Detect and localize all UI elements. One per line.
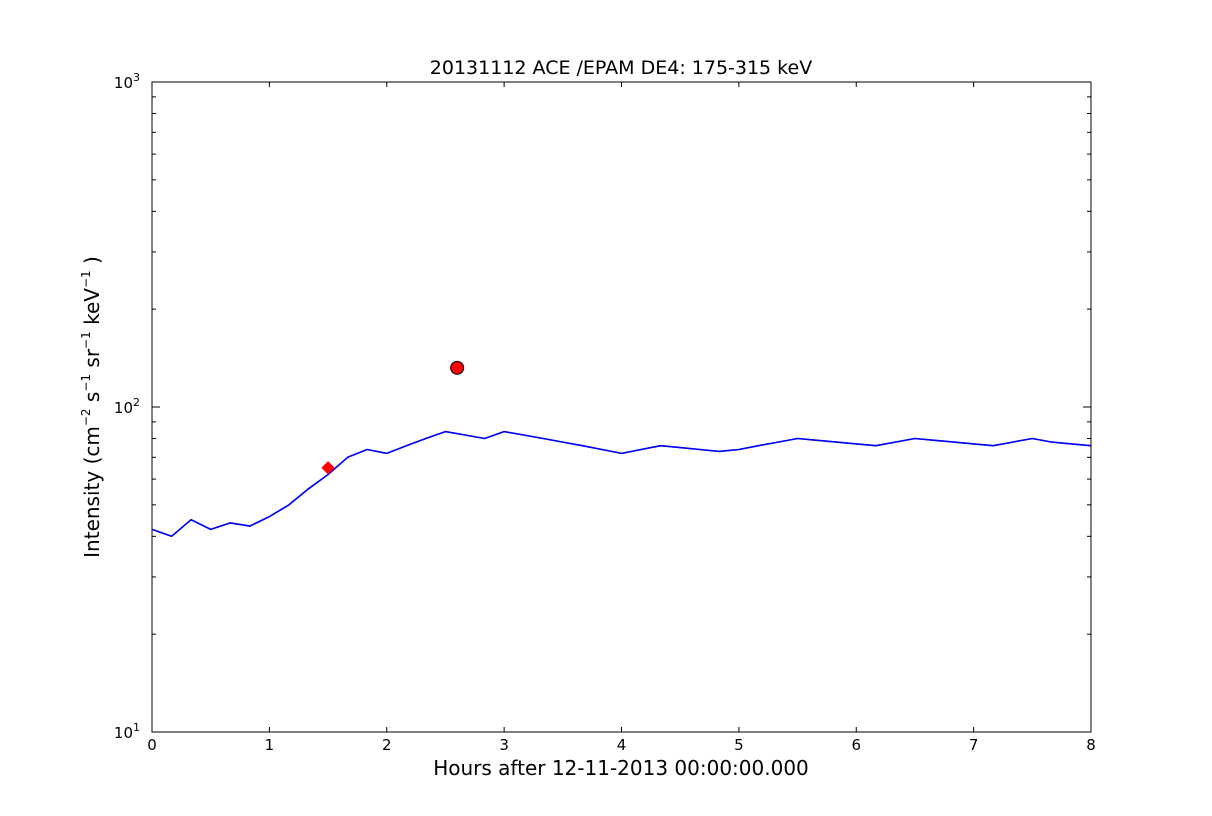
series-line-2 xyxy=(151,430,1092,538)
y-tick-label-exp: 3 xyxy=(133,71,140,84)
event-marker-1 xyxy=(321,461,335,475)
y-tick-label-exp: 1 xyxy=(133,721,140,734)
x-tick-label: 7 xyxy=(969,736,979,754)
x-tick-label: 4 xyxy=(617,736,627,754)
y-tick-label: 102 xyxy=(114,396,140,417)
x-axis-label: Hours after 12-11-2013 00:00:00.000 xyxy=(433,756,809,780)
x-tick-label: 3 xyxy=(499,736,509,754)
y-tick-label-base: 10 xyxy=(114,724,133,742)
y-tick-label: 103 xyxy=(114,71,140,92)
x-tick-label: 2 xyxy=(382,736,392,754)
y-tick-label-base: 10 xyxy=(114,74,133,92)
y-label-prefix: Intensity (cm xyxy=(80,426,104,558)
y-label-kev: keV xyxy=(80,288,104,332)
x-tick-label: 8 xyxy=(1086,736,1096,754)
y-axis-label: Intensity (cm−2 s−1 sr−1 keV−1 ) xyxy=(79,256,104,558)
event-marker-2 xyxy=(450,360,465,375)
y-label-suffix: ) xyxy=(80,256,104,270)
chart-title: 20131112 ACE /EPAM DE4: 175-315 keV xyxy=(430,57,812,79)
y-label-s: s xyxy=(80,392,104,409)
x-tick-label: 0 xyxy=(147,736,157,754)
x-tick-label: 6 xyxy=(851,736,861,754)
y-tick-label-base: 10 xyxy=(114,399,133,417)
y-label-exp3: −1 xyxy=(79,331,93,349)
y-label-sr: sr xyxy=(80,348,104,374)
x-tick-label: 1 xyxy=(265,736,275,754)
marker-layer xyxy=(321,360,465,475)
y-label-exp4: −1 xyxy=(79,270,93,288)
y-label-exp1: −2 xyxy=(79,408,93,426)
y-tick-label: 101 xyxy=(114,721,140,742)
series-layer xyxy=(151,430,1092,538)
plot-area xyxy=(152,82,1091,732)
y-tick-label-exp: 2 xyxy=(133,396,140,409)
y-label-exp2: −1 xyxy=(79,374,93,392)
x-tick-label: 5 xyxy=(734,736,744,754)
